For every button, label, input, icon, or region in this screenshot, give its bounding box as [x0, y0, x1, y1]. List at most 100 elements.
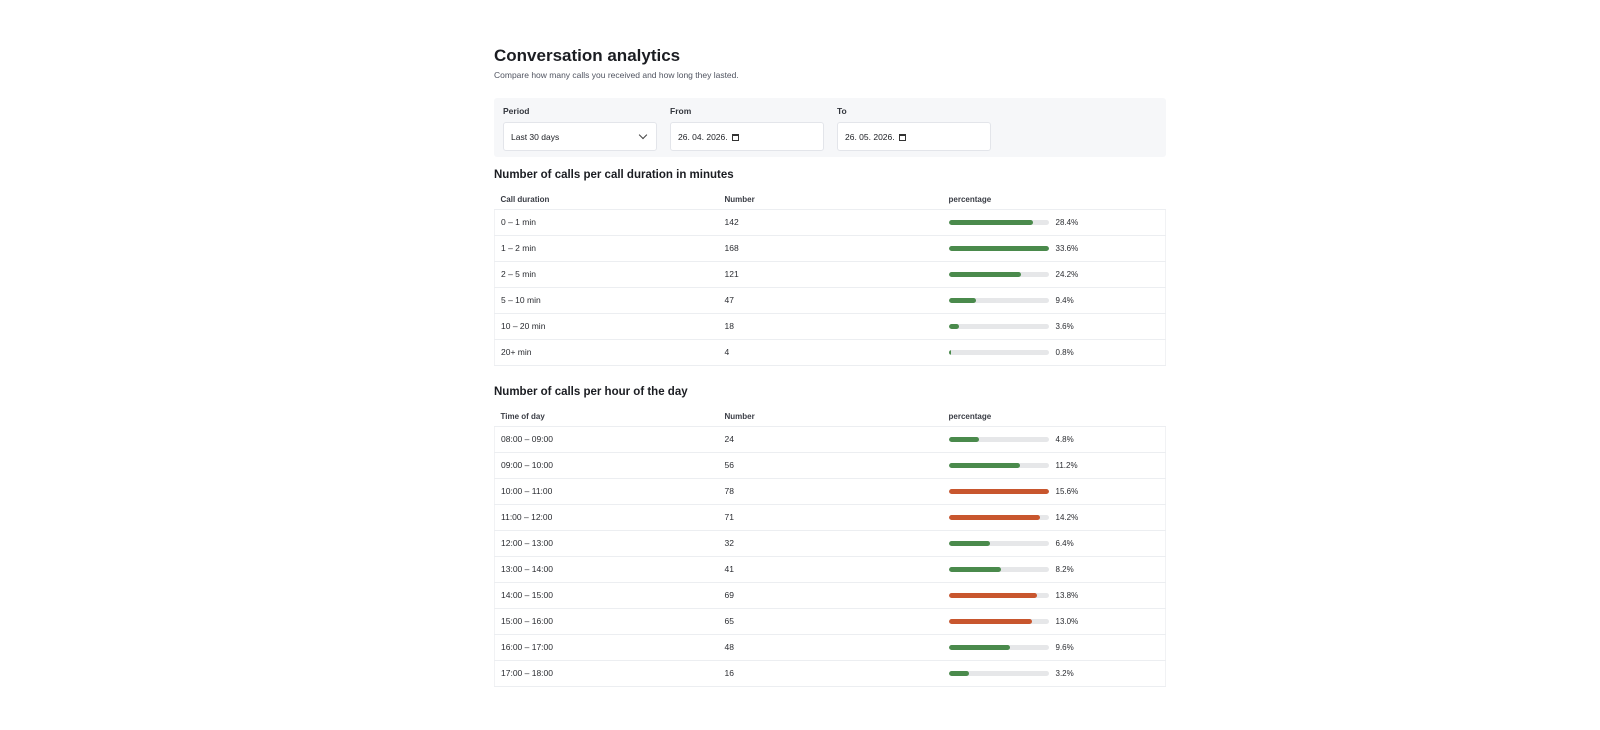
duration-section-title: Number of calls per call duration in min…	[494, 169, 734, 181]
row-percentage: 0.8%	[942, 339, 1166, 366]
row-count: 18	[718, 313, 943, 340]
row-label: 09:00 – 10:00	[494, 452, 719, 479]
filter-bar: Period Last 30 days From 26. 04. 2026. T…	[494, 98, 1166, 157]
percentage-bar	[948, 488, 1049, 494]
table-header-row: Call duration Number percentage	[494, 191, 1166, 210]
percentage-bar-fill	[948, 349, 951, 355]
row-percentage: 3.6%	[942, 313, 1166, 340]
to-label: To	[837, 106, 847, 116]
calendar-icon[interactable]	[898, 133, 906, 141]
table-row: 15:00 – 16:00 65 13.0%	[494, 608, 1166, 635]
percentage-text: 9.6%	[1055, 642, 1074, 652]
table-row: 1 – 2 min 168 33.6%	[494, 235, 1166, 262]
row-percentage: 4.8%	[942, 426, 1166, 453]
percentage-bar	[948, 514, 1049, 520]
row-count: 56	[718, 452, 943, 479]
row-count: 65	[718, 608, 943, 635]
column-header: percentage	[942, 191, 1166, 210]
hour-table: Time of day Number percentage 08:00 – 09…	[494, 408, 1166, 687]
percentage-bar-fill	[948, 540, 990, 546]
percentage-bar	[948, 618, 1049, 624]
percentage-bar	[948, 271, 1049, 277]
table-row: 08:00 – 09:00 24 4.8%	[494, 426, 1166, 453]
percentage-text: 33.6%	[1055, 243, 1079, 253]
percentage-bar-fill	[948, 297, 977, 303]
percentage-bar-fill	[948, 644, 1011, 650]
percentage-bar-fill	[948, 488, 1049, 494]
table-row: 17:00 – 18:00 16 3.2%	[494, 660, 1166, 687]
percentage-text: 28.4%	[1055, 217, 1079, 227]
table-row: 20+ min 4 0.8%	[494, 339, 1166, 366]
row-count: 32	[718, 530, 943, 557]
row-label: 16:00 – 17:00	[494, 634, 719, 661]
percentage-bar-fill	[948, 436, 980, 442]
column-header: Number	[718, 191, 943, 210]
percentage-text: 13.8%	[1055, 590, 1079, 600]
page-subtitle: Compare how many calls you received and …	[494, 70, 739, 80]
percentage-bar-fill	[948, 219, 1034, 225]
row-count: 69	[718, 582, 943, 609]
row-count: 48	[718, 634, 943, 661]
percentage-bar-fill	[948, 514, 1040, 520]
row-label: 10:00 – 11:00	[494, 478, 719, 505]
row-label: 12:00 – 13:00	[494, 530, 719, 557]
row-percentage: 13.8%	[942, 582, 1166, 609]
percentage-bar	[948, 436, 1049, 442]
percentage-bar-fill	[948, 323, 960, 329]
to-date-input[interactable]: 26. 05. 2026.	[837, 122, 991, 151]
from-filter: From 26. 04. 2026.	[670, 106, 824, 151]
row-label: 11:00 – 12:00	[494, 504, 719, 531]
percentage-bar	[948, 592, 1049, 598]
percentage-bar	[948, 219, 1049, 225]
table-row: 5 – 10 min 47 9.4%	[494, 287, 1166, 314]
table-row: 12:00 – 13:00 32 6.4%	[494, 530, 1166, 557]
table-row: 16:00 – 17:00 48 9.6%	[494, 634, 1166, 661]
from-date-input[interactable]: 26. 04. 2026.	[670, 122, 824, 151]
row-label: 10 – 20 min	[494, 313, 719, 340]
percentage-bar-fill	[948, 566, 1002, 572]
row-percentage: 13.0%	[942, 608, 1166, 635]
row-count: 71	[718, 504, 943, 531]
percentage-text: 3.6%	[1055, 321, 1074, 331]
row-count: 24	[718, 426, 943, 453]
period-select[interactable]: Last 30 days	[503, 122, 657, 151]
row-percentage: 9.4%	[942, 287, 1166, 314]
row-label: 2 – 5 min	[494, 261, 719, 288]
percentage-text: 3.2%	[1055, 668, 1074, 678]
row-percentage: 8.2%	[942, 556, 1166, 583]
row-count: 121	[718, 261, 943, 288]
column-header: Time of day	[494, 408, 719, 427]
percentage-text: 0.8%	[1055, 347, 1074, 357]
percentage-bar-fill	[948, 271, 1021, 277]
period-value: Last 30 days	[511, 131, 560, 142]
row-percentage: 33.6%	[942, 235, 1166, 262]
percentage-bar	[948, 540, 1049, 546]
percentage-text: 15.6%	[1055, 486, 1079, 496]
hour-section-title: Number of calls per hour of the day	[494, 386, 688, 398]
row-label: 14:00 – 15:00	[494, 582, 719, 609]
percentage-text: 6.4%	[1055, 538, 1074, 548]
from-label: From	[670, 106, 692, 116]
percentage-bar-fill	[948, 670, 969, 676]
percentage-text: 14.2%	[1055, 512, 1079, 522]
table-row: 14:00 – 15:00 69 13.8%	[494, 582, 1166, 609]
column-header: percentage	[942, 408, 1166, 427]
row-count: 142	[718, 209, 943, 236]
duration-table: Call duration Number percentage 0 – 1 mi…	[494, 191, 1166, 366]
percentage-bar	[948, 297, 1049, 303]
period-filter: Period Last 30 days	[503, 106, 657, 151]
row-percentage: 11.2%	[942, 452, 1166, 479]
row-count: 41	[718, 556, 943, 583]
row-count: 4	[718, 339, 943, 366]
percentage-text: 11.2%	[1055, 460, 1078, 470]
table-header-row: Time of day Number percentage	[494, 408, 1166, 427]
table-row: 13:00 – 14:00 41 8.2%	[494, 556, 1166, 583]
calendar-icon[interactable]	[731, 133, 739, 141]
row-count: 78	[718, 478, 943, 505]
percentage-text: 24.2%	[1055, 269, 1079, 279]
percentage-bar	[948, 245, 1049, 251]
row-label: 08:00 – 09:00	[494, 426, 719, 453]
period-label: Period	[503, 106, 530, 116]
percentage-text: 9.4%	[1055, 295, 1074, 305]
table-row: 10:00 – 11:00 78 15.6%	[494, 478, 1166, 505]
